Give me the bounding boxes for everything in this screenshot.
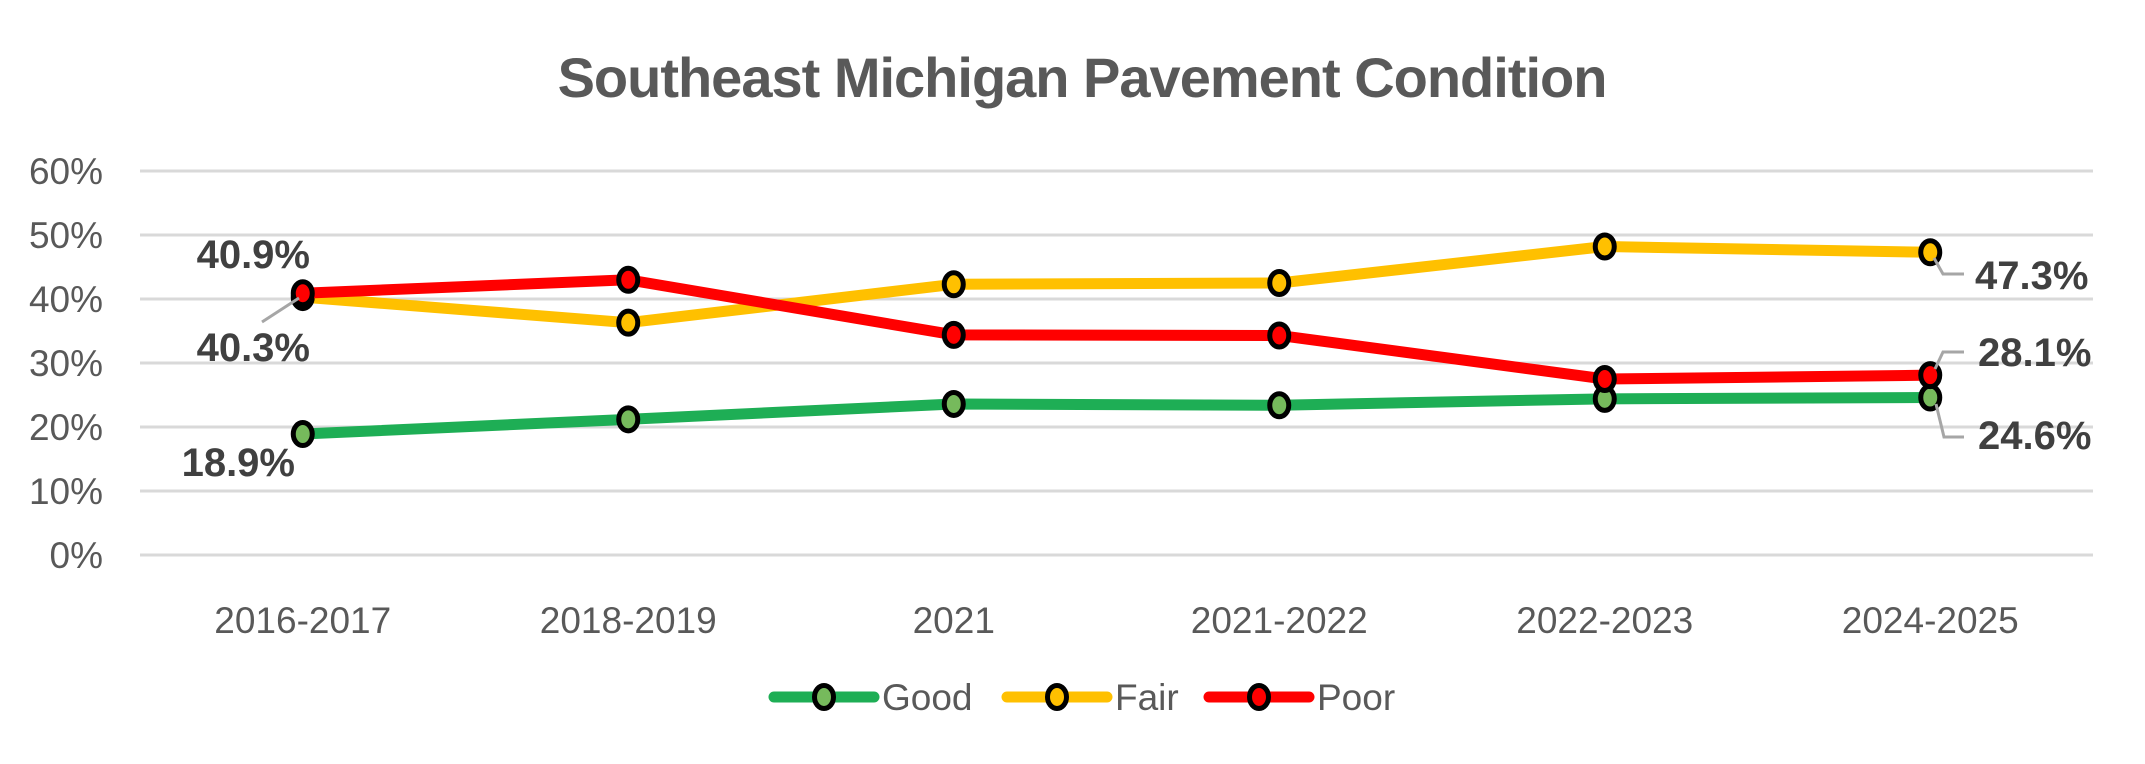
y-tick-label: 50% [29, 215, 103, 256]
y-tick-label: 40% [29, 279, 103, 320]
legend-label: Good [882, 677, 973, 718]
legend-label: Fair [1115, 677, 1179, 718]
data-point-marker [290, 420, 315, 449]
series-line-good [297, 392, 1936, 440]
data-label: 24.6% [1978, 414, 2091, 458]
data-point-marker [616, 308, 641, 337]
series-line-poor [297, 274, 1936, 385]
x-tick-label: 2018-2019 [540, 600, 717, 641]
x-tick-label: 2021-2022 [1191, 600, 1368, 641]
data-point-marker [1267, 269, 1292, 297]
legend: Good Fair Poor [768, 677, 1395, 718]
y-tick-label: 0% [50, 535, 103, 576]
legend-marker-icon [1247, 683, 1271, 711]
data-point-marker [941, 389, 966, 418]
data-labels: 40.9% 40.3% 18.9% 47.3% 28.1% 24.6% [182, 233, 2092, 485]
leader-line [1934, 403, 1964, 439]
y-tick-label: 10% [29, 471, 103, 512]
x-tick-label: 2016-2017 [214, 600, 391, 641]
chart-title: Southeast Michigan Pavement Condition [558, 46, 1607, 109]
series-line-fair [297, 241, 1936, 329]
legend-marker-icon [1045, 683, 1069, 711]
y-tick-label: 60% [29, 151, 103, 192]
y-tick-label: 30% [29, 343, 103, 384]
legend-item-poor: Poor [1203, 677, 1395, 718]
legend-item-fair: Fair [1001, 677, 1179, 718]
data-point-marker [1267, 391, 1292, 420]
leader-line [1932, 257, 1964, 276]
leader-line [261, 296, 300, 324]
gridlines [140, 169, 2093, 557]
series-lines [290, 232, 1943, 449]
series-good [290, 383, 1943, 449]
data-point-marker [941, 320, 966, 349]
x-tick-label: 2024-2025 [1842, 600, 2019, 641]
data-point-marker [1592, 365, 1617, 393]
data-point-marker [1592, 232, 1617, 261]
leader-line [1933, 350, 1964, 370]
data-point-marker [1267, 321, 1292, 350]
data-label: 47.3% [1975, 254, 2088, 298]
data-point-marker [1918, 361, 1943, 390]
data-point-marker [616, 405, 641, 434]
x-tick-label: 2022-2023 [1516, 600, 1693, 641]
y-axis-labels: 0% 10% 20% 30% 40% 50% 60% [29, 151, 103, 576]
legend-label: Poor [1317, 677, 1395, 718]
x-tick-label: 2021 [913, 600, 995, 641]
data-label: 28.1% [1978, 331, 2091, 375]
x-axis-labels: 2016-2017 2018-2019 2021 2021-2022 2022-2023… [214, 600, 2018, 641]
data-label: 18.9% [182, 441, 295, 485]
data-label: 40.9% [197, 233, 310, 277]
data-label: 40.3% [197, 326, 310, 370]
y-tick-label: 20% [29, 407, 103, 448]
data-point-marker [616, 265, 641, 294]
legend-item-good: Good [768, 677, 973, 718]
data-point-marker [941, 270, 966, 299]
legend-marker-icon [812, 683, 836, 711]
series-poor [290, 265, 1943, 393]
